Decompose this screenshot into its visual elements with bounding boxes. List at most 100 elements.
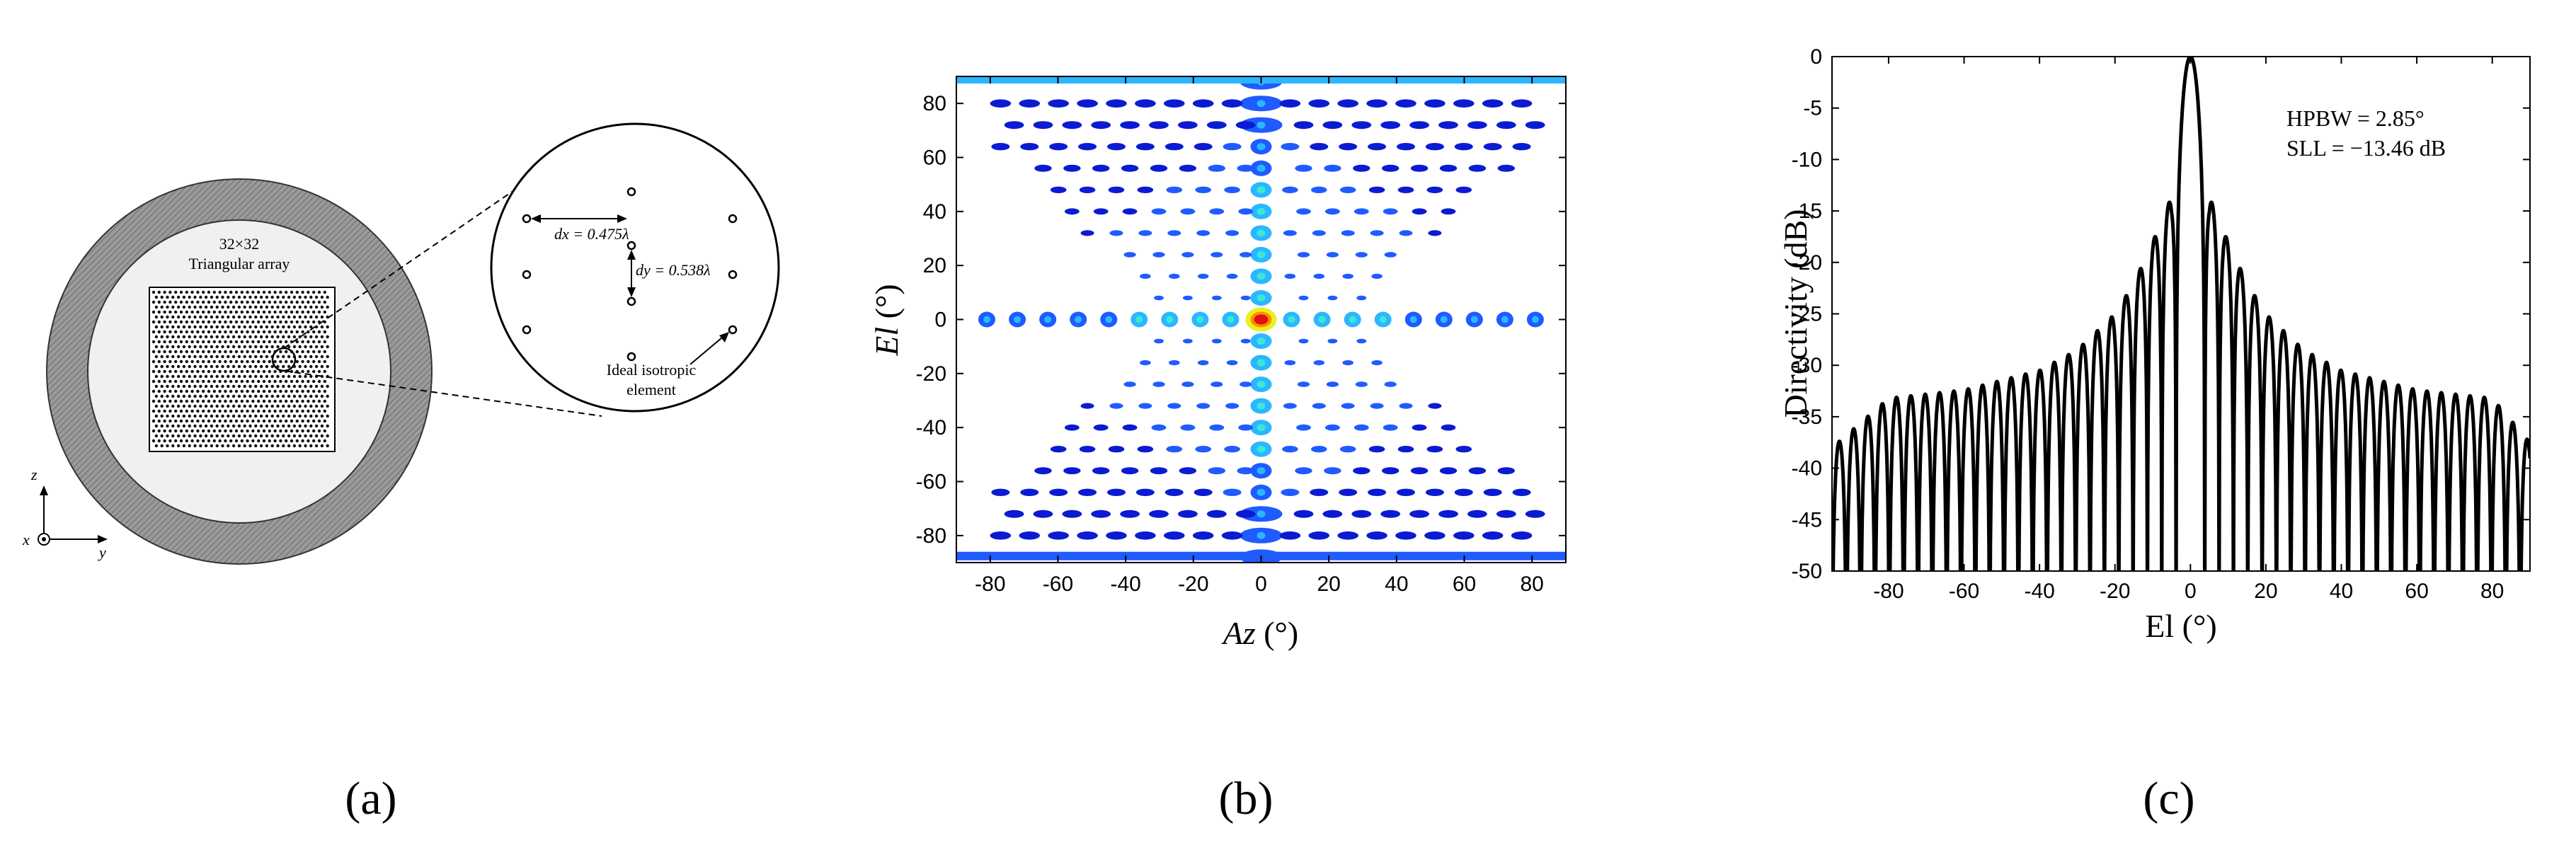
array-element-dot <box>212 439 216 443</box>
array-element-dot <box>295 350 299 354</box>
array-element-dot <box>304 295 307 299</box>
array-element-dot <box>304 345 307 349</box>
pattern-lobe <box>1482 531 1504 540</box>
array-element-dot <box>326 394 329 398</box>
array-element-dot <box>248 394 252 398</box>
array-element-dot <box>229 290 233 294</box>
pattern-lobe <box>1441 208 1456 215</box>
array-element-dot <box>323 409 326 413</box>
array-element-dot <box>317 379 321 384</box>
pattern-lobe <box>1109 230 1123 236</box>
array-element-dot <box>273 290 277 294</box>
array-element-dot <box>190 320 194 324</box>
array-element-dot <box>166 335 169 339</box>
pattern-lobe <box>1123 381 1136 387</box>
array-element-dot <box>157 389 161 393</box>
array-element-dot <box>276 364 280 369</box>
array-element-dot <box>215 305 219 309</box>
array-element-dot <box>154 345 159 349</box>
cut-x-tick-label: 80 <box>2480 580 2504 603</box>
array-element-dot <box>154 394 159 398</box>
array-element-dot <box>231 444 236 448</box>
array-element-dot <box>199 364 202 369</box>
pattern-lobe <box>1339 446 1356 453</box>
array-element-dot <box>298 414 302 418</box>
pattern-lobe <box>1206 510 1227 518</box>
pattern-lobe <box>1152 381 1165 387</box>
pattern-lobe <box>1426 186 1443 193</box>
heatmap-x-tick-label: 80 <box>1520 572 1543 596</box>
array-element-dot <box>163 320 166 324</box>
array-element-dot <box>224 429 227 433</box>
pattern-lobe <box>1224 446 1240 453</box>
array-element-dot <box>174 439 178 443</box>
pattern-lobe-core <box>1256 445 1266 453</box>
array-element-dot <box>276 335 280 339</box>
array-element-dot <box>295 409 299 413</box>
array-element-dot <box>259 325 263 329</box>
array-element-dot <box>166 394 169 398</box>
array-element-dot <box>160 345 164 349</box>
array-element-dot <box>323 340 326 344</box>
array-element-dot <box>210 345 214 349</box>
array-element-dot <box>320 444 324 448</box>
array-element-dot <box>221 384 224 388</box>
array-element-dot <box>166 295 169 299</box>
pattern-lobe <box>1455 186 1472 193</box>
array-element-dot <box>234 330 239 334</box>
array-element-dot <box>163 340 166 344</box>
array-element-dot <box>221 424 224 428</box>
array-element-dot <box>166 305 169 309</box>
pattern-lobe-core <box>1256 381 1266 388</box>
array-element-dot <box>174 330 178 334</box>
array-element-dot <box>160 404 164 408</box>
array-element-dot <box>174 409 178 413</box>
array-element-dot <box>248 364 252 369</box>
heatmap-x-tick-label: 40 <box>1385 572 1408 596</box>
array-element-dot <box>204 414 208 418</box>
pattern-lobe <box>1310 143 1329 151</box>
array-element-dot <box>307 350 310 354</box>
array-element-dot <box>171 384 175 388</box>
array-element-dot <box>234 409 239 413</box>
array-element-dot <box>237 394 241 398</box>
array-element-dot <box>243 434 246 438</box>
array-element-dot <box>285 320 288 324</box>
array-element-dot <box>246 300 249 304</box>
heatmap-y-tick-label: -80 <box>916 524 946 548</box>
pattern-lobe <box>1412 208 1427 215</box>
pattern-lobe <box>1091 121 1111 129</box>
array-element-dot <box>185 439 188 443</box>
array-element-dot <box>237 335 241 339</box>
array-element-dot <box>185 340 188 344</box>
array-element-dot <box>174 429 178 433</box>
array-element-dot <box>257 340 261 344</box>
array-element-dot <box>207 350 211 354</box>
array-element-dot <box>285 429 288 433</box>
pattern-lobe <box>1325 424 1340 431</box>
pattern-lobe <box>1428 230 1442 236</box>
pattern-lobe <box>1140 359 1151 366</box>
array-element-dot <box>199 335 202 339</box>
z-axis-label: z <box>30 466 38 483</box>
array-element-dot <box>320 305 324 309</box>
array-element-dot <box>314 434 319 438</box>
pattern-lobe <box>1353 424 1369 431</box>
array-element-dot <box>154 414 159 418</box>
array-element-dot <box>185 419 188 423</box>
array-element-dot <box>295 320 299 324</box>
array-element-dot <box>246 310 249 314</box>
array-element-dot <box>246 409 249 413</box>
array-element-dot <box>307 379 310 384</box>
array-element-dot <box>199 414 202 418</box>
array-element-dot <box>257 369 261 374</box>
cut-y-tick-label: -45 <box>1792 508 1822 531</box>
array-element-dot <box>273 369 277 374</box>
array-element-dot <box>166 364 169 369</box>
array-element-dot <box>314 404 319 408</box>
pattern-lobe <box>1221 531 1243 540</box>
array-element-dot <box>207 429 211 433</box>
array-element-dot <box>326 345 329 349</box>
array-element-dot <box>314 384 319 388</box>
array-element-dot <box>227 384 230 388</box>
